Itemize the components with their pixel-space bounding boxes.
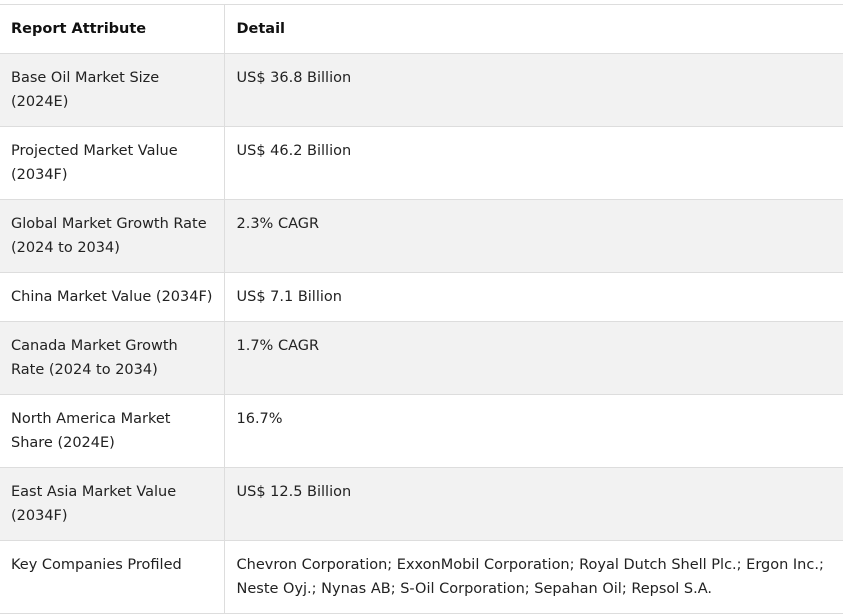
table-row: China Market Value (2034F) US$ 7.1 Billi… (0, 272, 843, 322)
table-row: Projected Market Value (2034F) US$ 46.2 … (0, 126, 843, 200)
detail-cell: 16.7% (224, 394, 843, 468)
attribute-cell: North America Market Share (2024E) (0, 394, 225, 468)
attribute-cell: Projected Market Value (2034F) (0, 126, 225, 200)
table-row: Key Companies Profiled Chevron Corporati… (0, 540, 843, 614)
table-row: Base Oil Market Size (2024E) US$ 36.8 Bi… (0, 53, 843, 127)
report-table: Report Attribute Detail Base Oil Market … (0, 4, 843, 614)
attribute-cell: Base Oil Market Size (2024E) (0, 53, 225, 127)
detail-cell: 2.3% CAGR (224, 199, 843, 273)
detail-cell: US$ 36.8 Billion (224, 53, 843, 127)
table-row: Global Market Growth Rate (2024 to 2034)… (0, 199, 843, 273)
table-header-row: Report Attribute Detail (0, 4, 843, 54)
column-header-attribute: Report Attribute (0, 4, 225, 54)
table-row: North America Market Share (2024E) 16.7% (0, 394, 843, 468)
attribute-cell: Key Companies Profiled (0, 540, 225, 614)
detail-cell: US$ 46.2 Billion (224, 126, 843, 200)
table-row: Canada Market Growth Rate (2024 to 2034)… (0, 321, 843, 395)
attribute-cell: Canada Market Growth Rate (2024 to 2034) (0, 321, 225, 395)
attribute-cell: East Asia Market Value (2034F) (0, 467, 225, 541)
detail-cell: US$ 12.5 Billion (224, 467, 843, 541)
attribute-cell: China Market Value (2034F) (0, 272, 225, 322)
detail-cell: Chevron Corporation; ExxonMobil Corporat… (224, 540, 843, 614)
attribute-cell: Global Market Growth Rate (2024 to 2034) (0, 199, 225, 273)
table-row: East Asia Market Value (2034F) US$ 12.5 … (0, 467, 843, 541)
column-header-detail: Detail (224, 4, 843, 54)
detail-cell: 1.7% CAGR (224, 321, 843, 395)
detail-cell: US$ 7.1 Billion (224, 272, 843, 322)
